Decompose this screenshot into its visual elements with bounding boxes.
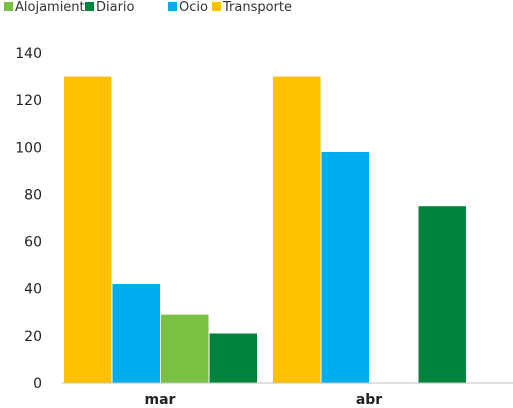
- y-tick-label-120: 120: [15, 93, 42, 109]
- x-tick-label-mar: mar: [145, 392, 176, 408]
- bar-abr-diario: [418, 206, 466, 383]
- plot-area: [64, 76, 466, 384]
- y-tick-label-20: 20: [24, 329, 42, 345]
- bar-abr-ocio: [321, 152, 369, 383]
- y-tick-label-60: 60: [24, 235, 42, 251]
- legend-swatch-alojamiento: [4, 2, 13, 11]
- y-tick-label-140: 140: [15, 46, 42, 62]
- legend-label-transporte: Transporte: [222, 0, 292, 15]
- y-tick-label-0: 0: [33, 376, 42, 392]
- bar-mar-alojamiento: [161, 314, 209, 383]
- bar-abr-transporte: [273, 76, 321, 384]
- legend-swatch-ocio: [168, 2, 177, 11]
- bar-mar-transporte: [64, 76, 112, 384]
- legend-label-alojamiento: Alojamiento: [15, 0, 93, 15]
- legend-swatch-diario: [85, 2, 94, 11]
- y-tick-label-80: 80: [24, 187, 42, 203]
- legend: Alojamiento Diario Ocio Transporte: [4, 0, 292, 15]
- legend-swatch-transporte: [212, 2, 221, 11]
- y-tick-label-100: 100: [15, 140, 42, 156]
- y-tick-label-40: 40: [24, 282, 42, 298]
- legend-label-ocio: Ocio: [179, 0, 208, 15]
- y-axis: 0 20 40 60 80 100 120 140: [15, 46, 42, 392]
- x-axis: mar abr: [145, 392, 383, 408]
- x-tick-label-abr: abr: [356, 392, 382, 408]
- bar-mar-ocio: [112, 284, 160, 383]
- legend-label-diario: Diario: [96, 0, 135, 15]
- bar-mar-diario: [209, 333, 257, 383]
